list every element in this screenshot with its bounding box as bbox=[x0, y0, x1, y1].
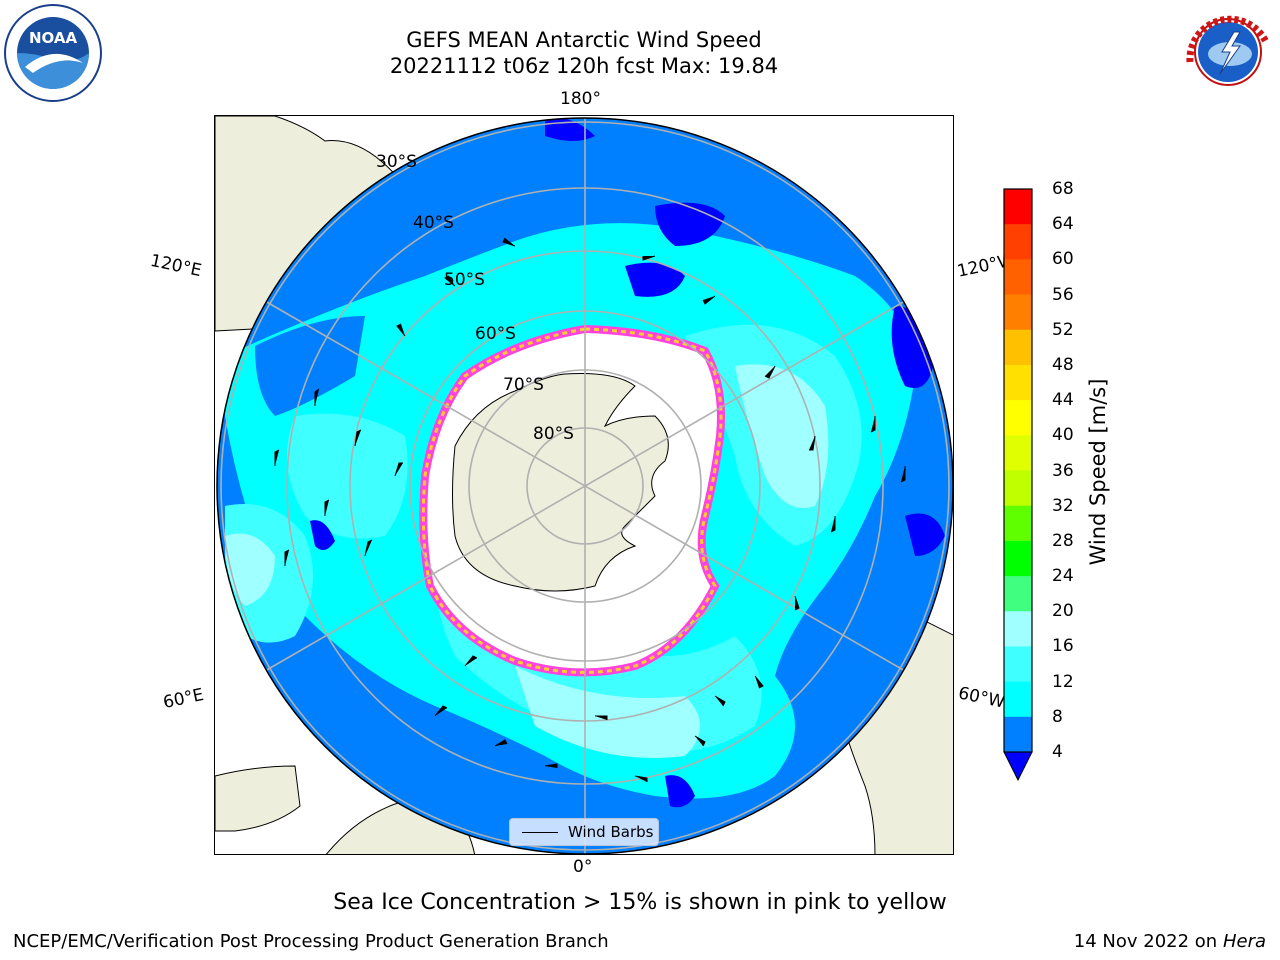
colorbar-tick-label: 24 bbox=[1052, 566, 1074, 587]
colorbar-extend-arrow bbox=[1003, 751, 1033, 782]
polar-map bbox=[215, 116, 953, 854]
colorbar-cell bbox=[1004, 435, 1032, 471]
colorbar-label: Wind Speed [m/s] bbox=[1086, 378, 1110, 566]
colorbar-tick-label: 68 bbox=[1052, 179, 1074, 199]
colorbar-tick-label: 44 bbox=[1052, 390, 1074, 411]
colorbar-tick-label: 12 bbox=[1052, 671, 1074, 692]
colorbar-cell bbox=[1004, 716, 1032, 753]
chart-title: GEFS MEAN Antarctic Wind Speed bbox=[406, 28, 762, 52]
colorbar-tick-label: 40 bbox=[1052, 425, 1074, 446]
legend-label: Wind Barbs bbox=[568, 823, 654, 841]
colorbar-cell bbox=[1004, 505, 1032, 542]
colorbar-tick-label: 16 bbox=[1052, 636, 1074, 657]
wind-barbs bbox=[274, 237, 906, 782]
lon-label-180: 180° bbox=[560, 89, 601, 109]
lon-label-60w: 60°W bbox=[956, 683, 1007, 713]
lat-label-30s: 30°S bbox=[376, 152, 417, 172]
legend-line-sample bbox=[522, 831, 558, 833]
colorbar-cell bbox=[1004, 576, 1032, 612]
lon-label-60e: 60°E bbox=[161, 684, 206, 714]
footer-credit: NCEP/EMC/Verification Post Processing Pr… bbox=[13, 931, 609, 952]
colorbar-tick-label: 28 bbox=[1052, 530, 1074, 551]
noaa-logo: NOAA bbox=[3, 3, 103, 103]
colorbar-tick-label: 8 bbox=[1052, 706, 1063, 727]
footer-date: 14 Nov 2022 on Hera bbox=[1074, 931, 1266, 952]
map-legend: Wind Barbs bbox=[509, 818, 659, 846]
colorbar-cell bbox=[1004, 294, 1032, 331]
lat-label-70s: 70°S bbox=[503, 375, 544, 395]
colorbar-cell bbox=[1004, 646, 1032, 683]
colorbar-tick-label: 4 bbox=[1052, 742, 1063, 762]
colorbar-cell bbox=[1004, 259, 1032, 296]
colorbar-cell bbox=[1004, 681, 1032, 718]
colorbar-tick-label: 56 bbox=[1052, 284, 1074, 305]
colorbar-cell bbox=[1004, 189, 1032, 225]
colorbar-tick-label: 36 bbox=[1052, 460, 1074, 481]
map-panel bbox=[214, 115, 954, 855]
chart-subtitle: 20221112 t06z 120h fcst Max: 19.84 bbox=[389, 54, 779, 78]
lat-label-40s: 40°S bbox=[413, 213, 454, 233]
colorbar-tick-label: 48 bbox=[1052, 354, 1074, 375]
colorbar-cell bbox=[1004, 329, 1032, 366]
colorbar-cell bbox=[1004, 540, 1032, 577]
colorbar-cell bbox=[1004, 224, 1032, 260]
colorbar-tick-label: 52 bbox=[1052, 319, 1074, 340]
footer-date-text: 14 Nov 2022 on bbox=[1073, 931, 1218, 952]
footer-host: Hera bbox=[1222, 931, 1266, 952]
colorbar-tick-label: 64 bbox=[1052, 214, 1074, 235]
graticule bbox=[220, 118, 950, 854]
svg-text:NOAA: NOAA bbox=[29, 29, 78, 47]
colorbar-tick-label: 60 bbox=[1052, 249, 1074, 270]
nws-logo bbox=[1178, 2, 1278, 102]
colorbar-cell bbox=[1004, 400, 1032, 436]
colorbar-tick-label: 32 bbox=[1052, 495, 1074, 516]
lat-label-50s: 50°S bbox=[444, 270, 485, 290]
colorbar-cell bbox=[1004, 364, 1032, 401]
colorbar-frame bbox=[1003, 188, 1033, 753]
lat-label-80s: 80°S bbox=[533, 424, 574, 444]
lon-label-120e: 120°E bbox=[148, 250, 204, 282]
lon-label-0: 0° bbox=[573, 857, 593, 877]
colorbar-cell bbox=[1004, 611, 1032, 647]
colorbar-tick-label: 20 bbox=[1052, 601, 1074, 622]
colorbar bbox=[1003, 188, 1033, 782]
colorbar-cell bbox=[1004, 470, 1032, 507]
map-caption: Sea Ice Concentration > 15% is shown in … bbox=[333, 890, 947, 915]
lat-label-60s: 60°S bbox=[475, 324, 516, 344]
